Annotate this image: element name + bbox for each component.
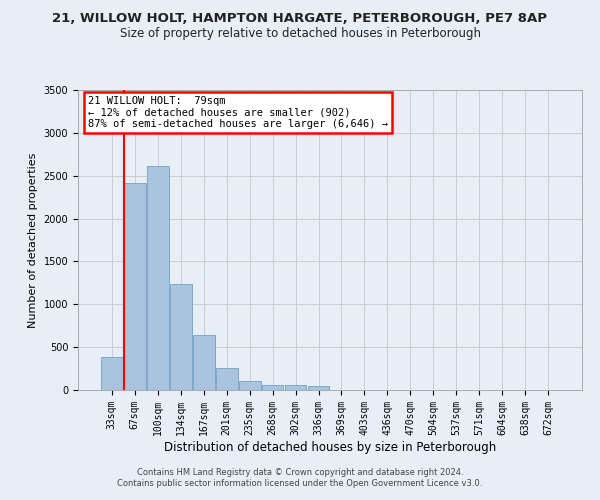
Text: 21, WILLOW HOLT, HAMPTON HARGATE, PETERBOROUGH, PE7 8AP: 21, WILLOW HOLT, HAMPTON HARGATE, PETERB… bbox=[53, 12, 548, 26]
Bar bbox=[147, 166, 169, 390]
Bar bbox=[284, 386, 307, 390]
Bar bbox=[308, 386, 329, 390]
Bar bbox=[262, 385, 283, 390]
X-axis label: Distribution of detached houses by size in Peterborough: Distribution of detached houses by size … bbox=[164, 440, 496, 454]
Bar bbox=[124, 182, 146, 390]
Y-axis label: Number of detached properties: Number of detached properties bbox=[28, 152, 38, 328]
Bar bbox=[101, 356, 123, 390]
Text: Size of property relative to detached houses in Peterborough: Size of property relative to detached ho… bbox=[119, 28, 481, 40]
Bar bbox=[216, 368, 238, 390]
Bar bbox=[170, 284, 191, 390]
Bar bbox=[239, 382, 260, 390]
Bar bbox=[193, 335, 215, 390]
Text: Contains HM Land Registry data © Crown copyright and database right 2024.
Contai: Contains HM Land Registry data © Crown c… bbox=[118, 468, 482, 487]
Text: 21 WILLOW HOLT:  79sqm
← 12% of detached houses are smaller (902)
87% of semi-de: 21 WILLOW HOLT: 79sqm ← 12% of detached … bbox=[88, 96, 388, 129]
